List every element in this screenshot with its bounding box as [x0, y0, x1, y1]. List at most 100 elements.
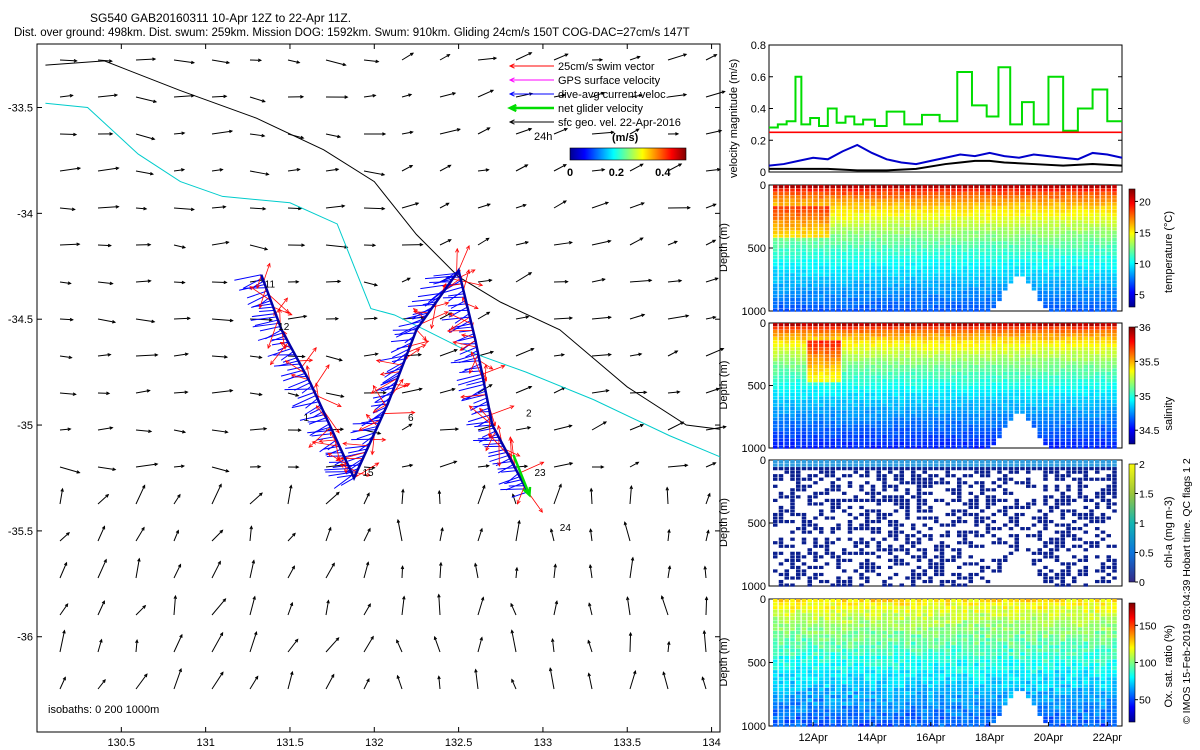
profile-sample — [847, 252, 853, 256]
profile-sample — [865, 230, 870, 235]
profile-sample — [813, 382, 818, 386]
profile-sample — [1037, 248, 1042, 252]
profile-sample — [951, 400, 956, 404]
profile-sample — [968, 185, 973, 189]
profile-sample — [819, 237, 824, 242]
profile-sample — [1106, 400, 1111, 404]
profile-sample — [824, 340, 830, 344]
profile-sample — [1089, 400, 1094, 404]
profile-sample — [1106, 389, 1111, 393]
profile-sample — [911, 262, 916, 266]
profile-sample — [922, 255, 927, 259]
profile-sample — [934, 410, 939, 414]
profile-sample — [1112, 340, 1117, 344]
profile-sample — [951, 379, 956, 383]
profile-sample — [1077, 297, 1083, 302]
profile-sample — [1060, 283, 1065, 287]
sfc-geo-vel-arrow — [477, 636, 483, 653]
profile-sample — [916, 344, 922, 348]
profile-sample — [882, 333, 887, 337]
current-vector — [374, 390, 394, 403]
profile-sample — [1031, 276, 1037, 280]
profile-sample — [1020, 407, 1025, 411]
profile-sample — [1031, 244, 1037, 249]
profile-sample — [1037, 417, 1042, 421]
profile-sample — [934, 252, 939, 256]
profile-sample — [1106, 262, 1111, 266]
profile-sample — [945, 330, 950, 334]
sfc-geo-vel-arrow — [135, 484, 146, 505]
profile-sample — [1089, 393, 1094, 397]
profile-sample — [807, 241, 812, 245]
profile-sample — [928, 421, 933, 425]
profile-sample — [773, 304, 778, 309]
profile-sample — [865, 344, 870, 348]
current-vector — [382, 371, 401, 384]
profile-sample — [882, 276, 887, 280]
sfc-geo-vel-arrow — [249, 207, 267, 211]
profile-y-tick-label: 500 — [748, 243, 766, 255]
profile-sample — [842, 386, 847, 390]
profile-sample — [905, 344, 910, 348]
profile-sample — [911, 248, 916, 252]
day-label: 1 — [303, 413, 309, 424]
profile-sample — [1112, 269, 1117, 273]
profile-sample — [1072, 330, 1077, 334]
profile-sample — [1077, 209, 1083, 213]
profile-sample — [790, 308, 795, 312]
profile-sample — [807, 407, 812, 411]
profile-sample — [1060, 361, 1065, 365]
profile-sample — [962, 301, 968, 305]
profile-sample — [1020, 273, 1025, 277]
profile-sample — [847, 407, 853, 411]
profile-sample — [1072, 407, 1077, 411]
profile-sample — [916, 414, 922, 418]
profile-sample — [1008, 372, 1014, 376]
profile-sample — [819, 410, 824, 414]
profile-sample — [796, 368, 801, 372]
swim-vector — [290, 373, 309, 380]
profile-sample — [957, 400, 962, 404]
profile-sample — [911, 421, 916, 425]
profile-sample — [951, 382, 956, 386]
sfc-geo-vel-arrow — [510, 629, 517, 653]
profile-sample — [1072, 185, 1077, 189]
sfc-geo-vel-arrow — [363, 678, 370, 690]
profile-sample — [968, 262, 973, 266]
sfc-geo-vel-arrow — [249, 427, 268, 431]
sfc-geo-vel-arrow — [396, 518, 403, 542]
profile-sample — [807, 244, 812, 249]
day-label: 15 — [362, 468, 374, 479]
profile-sample — [1112, 185, 1117, 189]
profile-sample — [1112, 202, 1117, 206]
profile-sample — [945, 424, 950, 428]
profile-sample — [819, 308, 824, 312]
profile-sample — [1037, 259, 1042, 263]
profile-sample — [951, 304, 956, 309]
profile-sample — [928, 417, 933, 421]
profile-sample — [991, 294, 996, 298]
profile-sample — [911, 287, 916, 291]
profile-sample — [1014, 326, 1019, 330]
profile-sample — [865, 372, 870, 376]
profile-sample — [911, 209, 916, 213]
profile-sample — [974, 347, 979, 351]
profile-sample — [899, 431, 904, 435]
profile-sample — [911, 393, 916, 397]
profile-sample — [847, 216, 853, 220]
profile-sample — [784, 410, 789, 414]
profile-sample — [859, 213, 864, 217]
profile-sample — [796, 326, 801, 330]
profile-sample — [865, 206, 870, 210]
profile-sample — [899, 273, 904, 277]
profile-sample — [997, 372, 1002, 376]
profile-sample — [853, 428, 858, 432]
profile-sample — [1014, 354, 1019, 358]
sfc-geo-vel-arrow — [97, 600, 105, 616]
profile-sample — [1100, 308, 1106, 312]
profile-sample — [853, 365, 858, 369]
profile-sample — [957, 438, 962, 442]
profile-sample — [991, 389, 996, 393]
profile-sample — [1043, 326, 1048, 330]
profile-sample — [1049, 326, 1054, 330]
